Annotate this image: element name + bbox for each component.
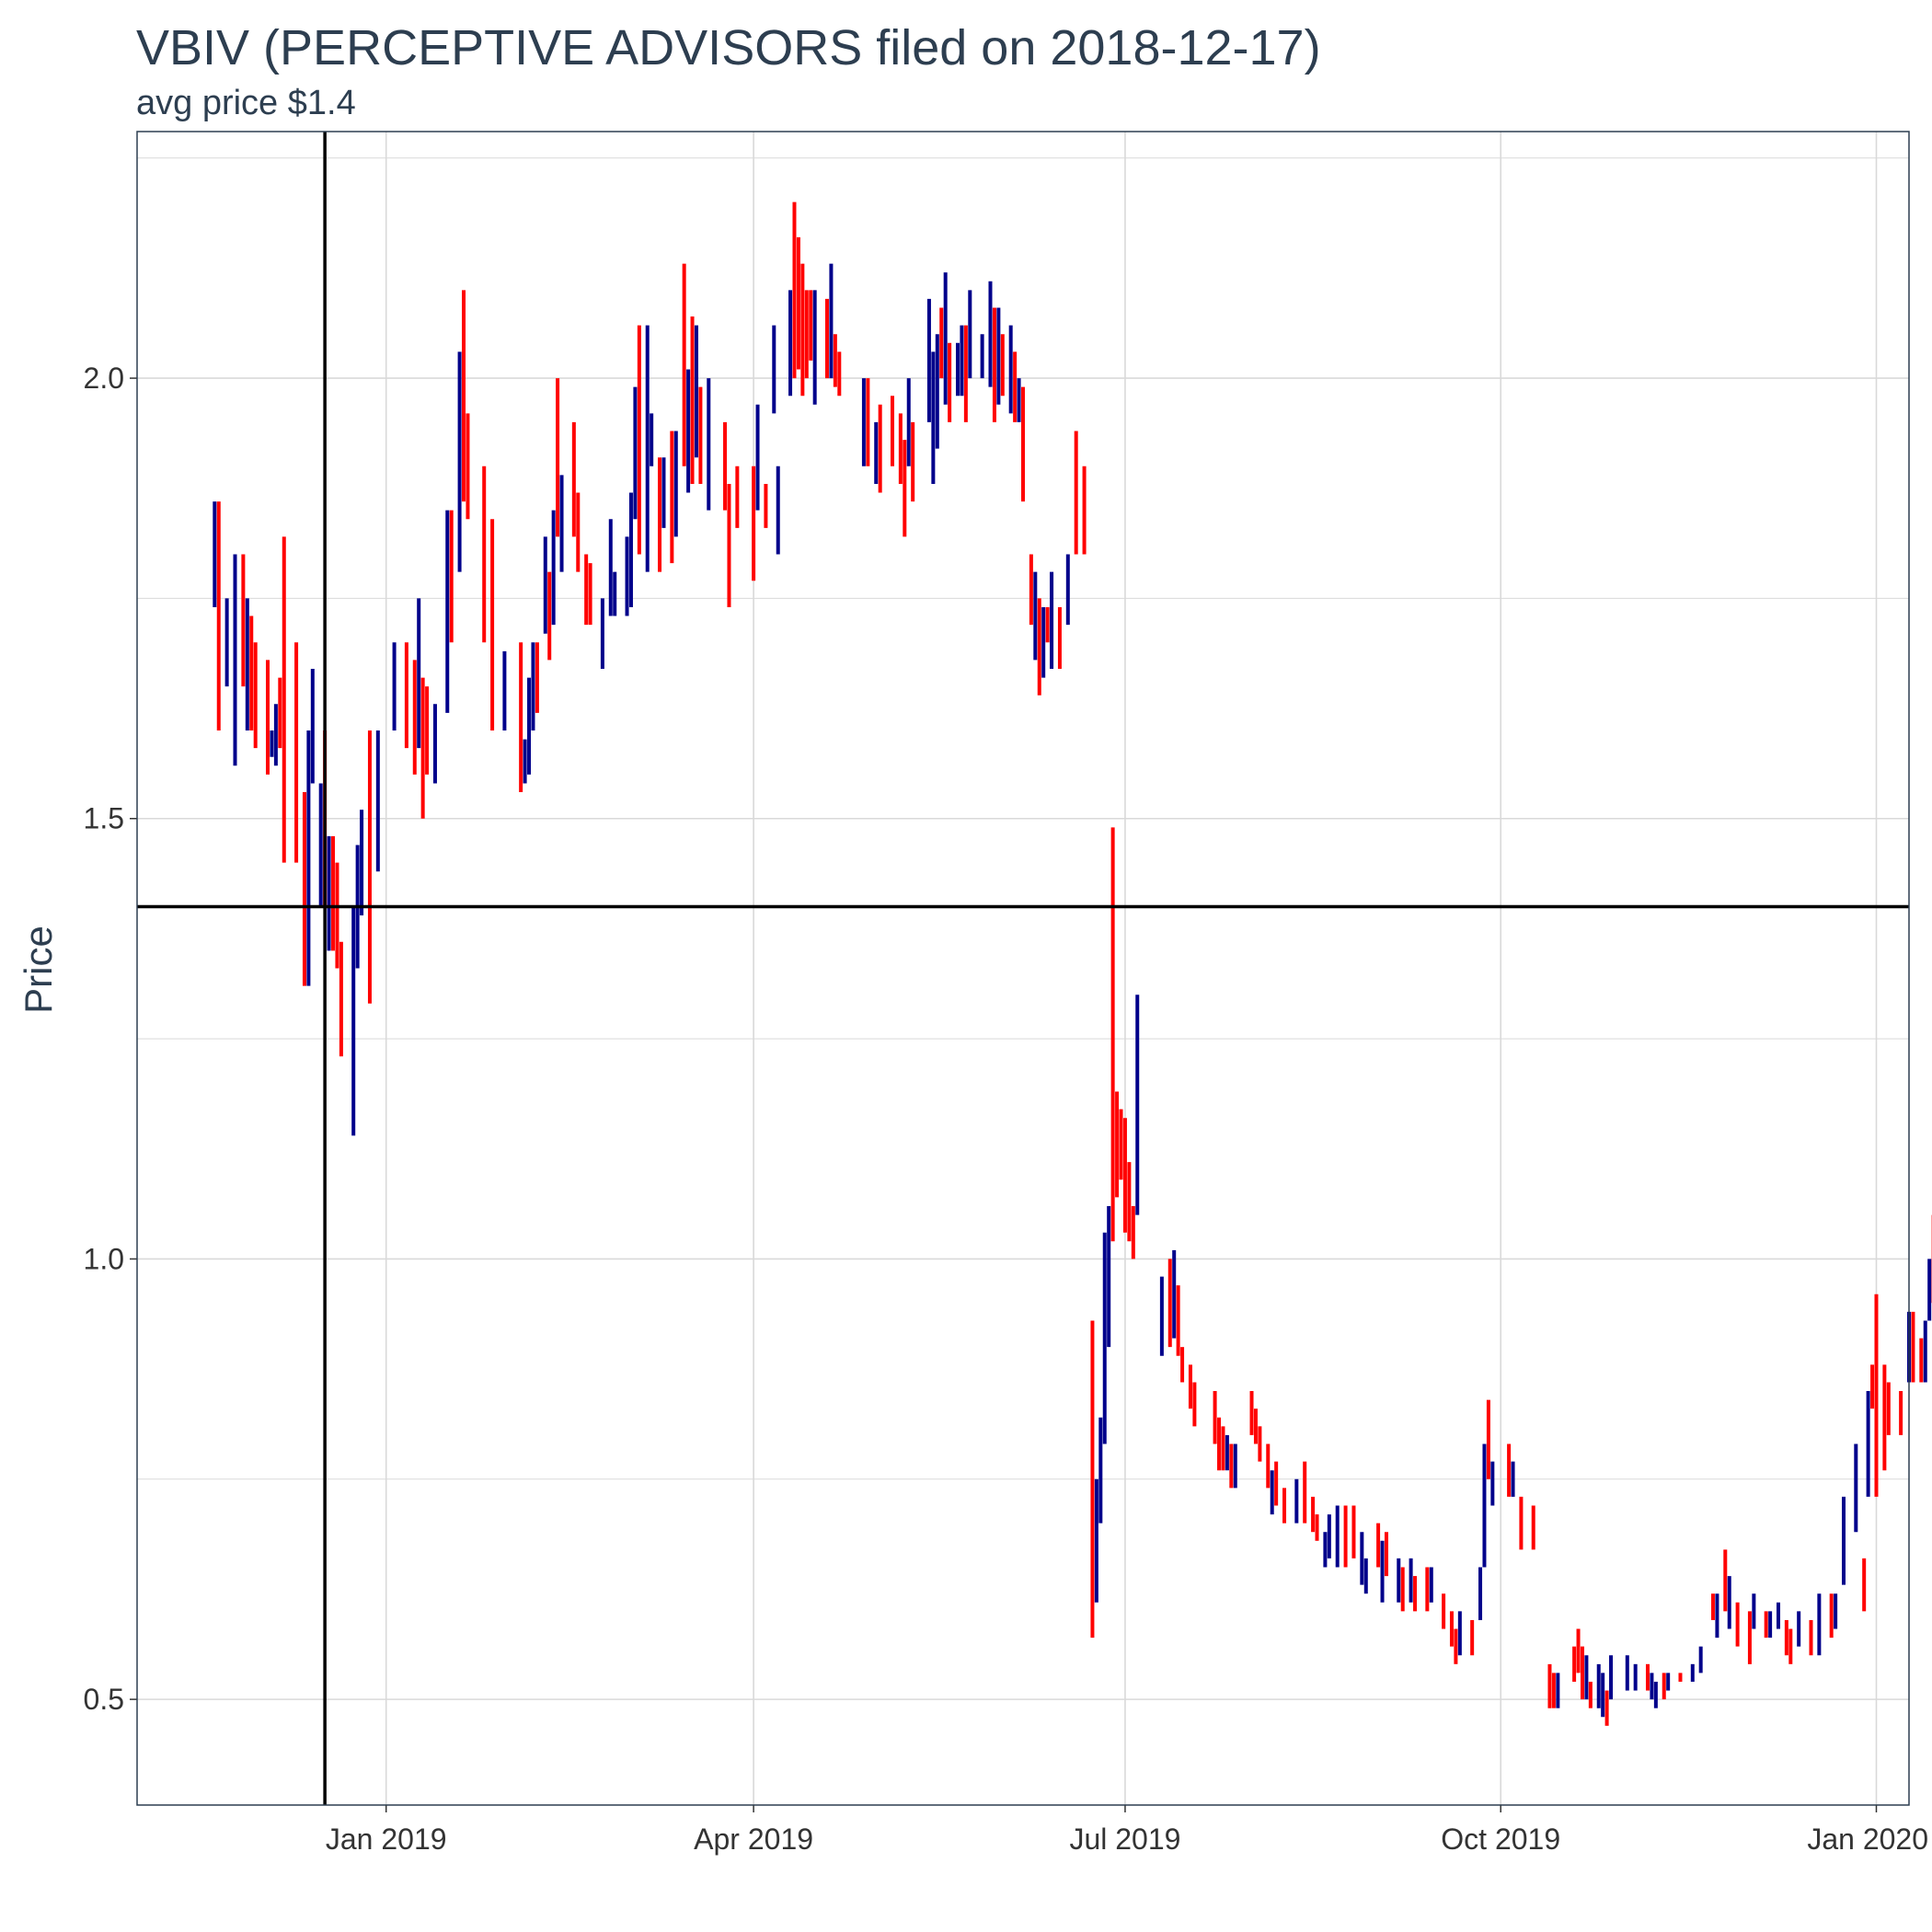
grid-lines (137, 132, 1909, 1805)
x-tick-label: Oct 2019 (1441, 1823, 1560, 1856)
chart-subtitle: avg price $1.4 (136, 84, 356, 122)
x-tick-label: Apr 2019 (694, 1823, 813, 1856)
y-tick-label: 1.5 (84, 802, 124, 835)
y-axis-label: Price (17, 926, 60, 1014)
x-tick-label: Jan 2020 (1807, 1823, 1928, 1856)
y-tick-label: 1.0 (84, 1242, 124, 1275)
plot-panel-border (136, 131, 1910, 1806)
y-tick-label: 2.0 (84, 362, 124, 395)
reference-lines (137, 132, 1909, 1805)
chart-title: VBIV (PERCEPTIVE ADVISORS filed on 2018-… (136, 20, 1321, 75)
ohlc-bars (213, 201, 1932, 1726)
x-tick-label: Jan 2019 (326, 1823, 447, 1856)
y-axis-ticks: 0.5 1.0 1.5 2.0 (84, 362, 137, 1716)
x-tick-label: Jul 2019 (1069, 1823, 1180, 1856)
y-tick-label: 0.5 (84, 1683, 124, 1716)
x-axis-ticks: Jan 2019 Apr 2019 Jul 2019 Oct 2019 Jan 2020 (326, 1805, 1928, 1856)
